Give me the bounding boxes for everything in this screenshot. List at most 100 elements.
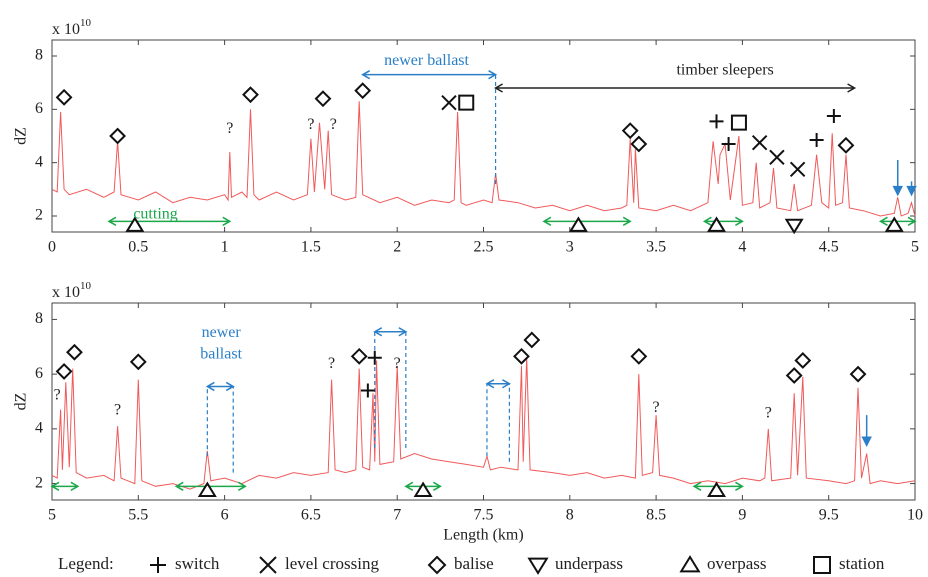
annotation: ? [394, 355, 401, 372]
event-marker [354, 82, 372, 100]
event-marker [55, 362, 73, 380]
span-arrow [107, 216, 232, 226]
legend-title: Legend: [58, 554, 114, 573]
annotation: ? [226, 120, 233, 137]
y-tick-label: 4 [35, 420, 43, 437]
multiplier-exponent: 10 [80, 280, 92, 292]
event-marker [621, 122, 639, 140]
legend-label: underpass [555, 554, 623, 573]
x-tick-label: 10 [907, 507, 923, 524]
x-tick-label: 4.5 [819, 239, 839, 256]
event-marker [458, 94, 475, 111]
x-tick-label: 5.5 [128, 507, 148, 524]
event-marker [794, 352, 812, 369]
event-marker [784, 218, 804, 235]
y-axis-label: dZ [13, 127, 30, 145]
y-tick-label: 6 [35, 100, 43, 117]
event-marker [568, 216, 588, 232]
span-arrow [494, 83, 857, 93]
x-tick-label: 2 [393, 239, 401, 256]
x-tick-label: 4 [738, 239, 746, 256]
event-marker [837, 136, 855, 154]
event-marker [125, 216, 145, 232]
legend-symbol [259, 556, 277, 574]
signal-line [51, 357, 916, 490]
event-marker [413, 481, 433, 498]
event-marker [55, 88, 73, 106]
event-marker [884, 216, 904, 232]
span-arrow [361, 70, 498, 80]
event-marker [769, 149, 785, 166]
annotation: ? [307, 116, 314, 133]
y-tick-label: 8 [35, 47, 43, 64]
event-marker [513, 347, 530, 365]
x-tick-label: 8.5 [646, 507, 666, 524]
span-arrow [878, 216, 917, 226]
event-marker [441, 94, 457, 111]
span-arrow [702, 216, 744, 226]
span-arrow [485, 379, 511, 389]
plot-frame [51, 302, 916, 501]
event-marker [630, 347, 648, 365]
event-marker [826, 109, 841, 123]
annotation: ? [54, 387, 61, 404]
legend-symbol [813, 556, 831, 574]
x-tick-label: 3 [566, 239, 574, 256]
multiplier-exponent: 10 [80, 17, 92, 29]
x-tick-label: 0.5 [128, 239, 148, 256]
pointer-arrow [861, 415, 872, 447]
x-tick-label: 6.5 [301, 507, 321, 524]
annotation: ? [114, 402, 121, 419]
plot-frame [51, 39, 916, 233]
event-marker [242, 86, 259, 104]
event-marker [523, 331, 541, 349]
x-tick-label: 1 [221, 239, 229, 256]
event-marker [707, 481, 726, 498]
event-marker [630, 135, 648, 153]
event-marker [66, 343, 83, 361]
x-tick-label: 8 [566, 507, 574, 524]
annotation: ? [328, 355, 335, 372]
y-multiplier: x 1010 [52, 17, 92, 38]
legend-label: switch [175, 554, 220, 573]
multiplier-base: x 10 [52, 21, 80, 38]
x-tick-label: 5 [48, 507, 56, 524]
legend-label: overpass [707, 554, 766, 573]
signal-line [51, 101, 916, 217]
event-marker [751, 134, 768, 151]
span-arrow [50, 481, 80, 491]
x-tick-label: 5 [911, 239, 919, 256]
event-marker [709, 114, 724, 129]
annotation: newer ballast [384, 52, 469, 69]
annotation: ? [330, 116, 337, 133]
event-marker [350, 347, 368, 365]
event-marker [197, 481, 217, 498]
event-marker [721, 137, 736, 151]
annotation: ballast [200, 346, 242, 363]
event-marker [849, 365, 867, 383]
span-arrow [174, 481, 247, 491]
event-marker [367, 350, 382, 365]
span-arrow [373, 327, 408, 337]
x-tick-label: 3.5 [646, 239, 666, 256]
y-axis-label: dZ [13, 393, 30, 411]
legend-symbol [427, 555, 447, 575]
x-tick-label: 2.5 [474, 239, 494, 256]
x-tick-label: 0 [48, 239, 56, 256]
x-tick-label: 7.5 [474, 507, 494, 524]
x-tick-label: 7 [393, 507, 401, 524]
pointer-arrow [906, 181, 917, 197]
event-marker [707, 216, 726, 232]
event-marker [785, 367, 803, 384]
y-tick-label: 8 [35, 310, 43, 327]
y-tick-label: 2 [35, 474, 43, 491]
annotation: ? [653, 399, 660, 416]
annotation: timber sleepers [676, 61, 773, 78]
y-tick-label: 2 [35, 207, 43, 224]
event-marker [730, 114, 747, 131]
legend-symbol [527, 557, 549, 575]
legend-symbol [150, 557, 166, 573]
annotation: cutting [133, 205, 177, 222]
legend-label: level crossing [285, 554, 379, 573]
